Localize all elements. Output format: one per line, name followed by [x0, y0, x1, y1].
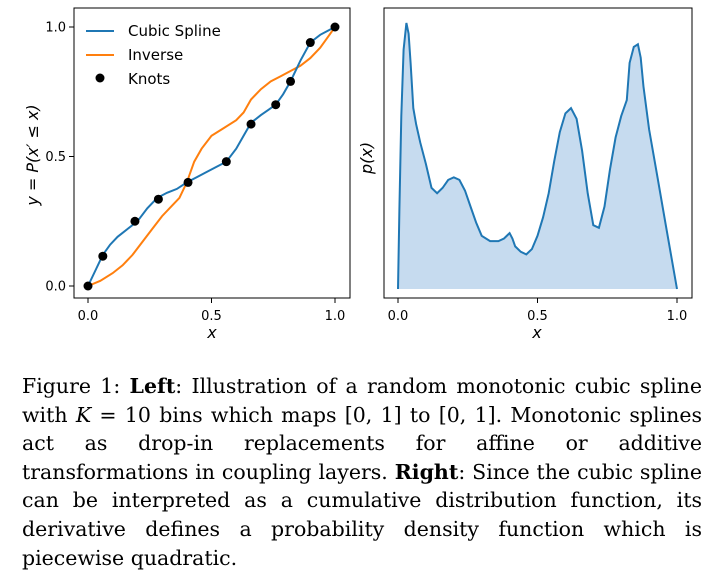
knot-point — [221, 157, 231, 167]
cubic-spline-line — [87, 26, 336, 287]
right-ticks: 0.0 0.5 1.0 — [388, 298, 688, 324]
knot-point — [130, 216, 140, 226]
left-y-tick-label: 0.0 — [45, 280, 66, 295]
left-y-axis-label: y = P(x′ ≤ x) — [23, 104, 42, 206]
legend-label-cubic-spline: Cubic Spline — [128, 22, 221, 40]
knot-point — [330, 22, 340, 32]
knot-point — [286, 76, 296, 86]
right-x-tick-label: 0.0 — [388, 309, 409, 324]
left-y-tick-label: 0.5 — [45, 150, 66, 165]
left-x-axis-label: x — [206, 323, 217, 342]
density-area-fill — [398, 23, 677, 289]
legend-label-knots: Knots — [128, 70, 170, 88]
left-y-tick-label: 1.0 — [45, 21, 66, 36]
left-plot: 0.0 0.5 1.0 0.0 0.5 1.0 x y = P(x′ ≤ x) Cubic… — [23, 7, 351, 342]
legend: Cubic Spline Inverse Knots — [86, 22, 221, 88]
right-x-tick-label: 0.5 — [527, 309, 548, 324]
knot-point — [98, 251, 108, 261]
right-x-axis-label: x — [531, 323, 542, 342]
caption-right-word: Right — [394, 459, 459, 484]
knot-point — [183, 177, 193, 187]
legend-swatch-knots — [95, 73, 105, 83]
legend-label-inverse: Inverse — [128, 46, 183, 64]
caption-k-symbol: K — [75, 402, 92, 427]
knot-point — [271, 100, 281, 110]
right-x-tick-label: 1.0 — [667, 309, 688, 324]
caption-part3: : Since the cubic spline can be interpre… — [22, 459, 702, 570]
left-x-tick-label: 0.0 — [78, 309, 99, 324]
left-plot-frame — [73, 7, 351, 299]
density-line — [397, 22, 678, 290]
right-plot: 0.0 0.5 1.0 x p(x) — [357, 7, 693, 342]
caption-part1: : Illustration of a random monotonic cub… — [22, 374, 702, 427]
left-x-tick-label: 0.5 — [201, 309, 222, 324]
figure-caption: Figure 1: Left: Illustration of a random… — [22, 372, 702, 572]
left-x-tick-label: 1.0 — [325, 309, 346, 324]
knot-point — [246, 119, 256, 129]
right-y-axis-label: p(x) — [357, 142, 376, 175]
caption-label: Figure 1: — [22, 374, 121, 398]
knot-point — [305, 38, 315, 48]
knot-point — [153, 194, 163, 204]
knots-points — [83, 22, 340, 291]
knot-point — [83, 281, 93, 291]
caption-part2: = 10 bins which maps [0, 1] to [0, 1]. M… — [22, 402, 702, 484]
caption-left-word: Left — [129, 374, 176, 398]
left-ticks: 0.0 0.5 1.0 0.0 0.5 1.0 — [45, 21, 345, 325]
